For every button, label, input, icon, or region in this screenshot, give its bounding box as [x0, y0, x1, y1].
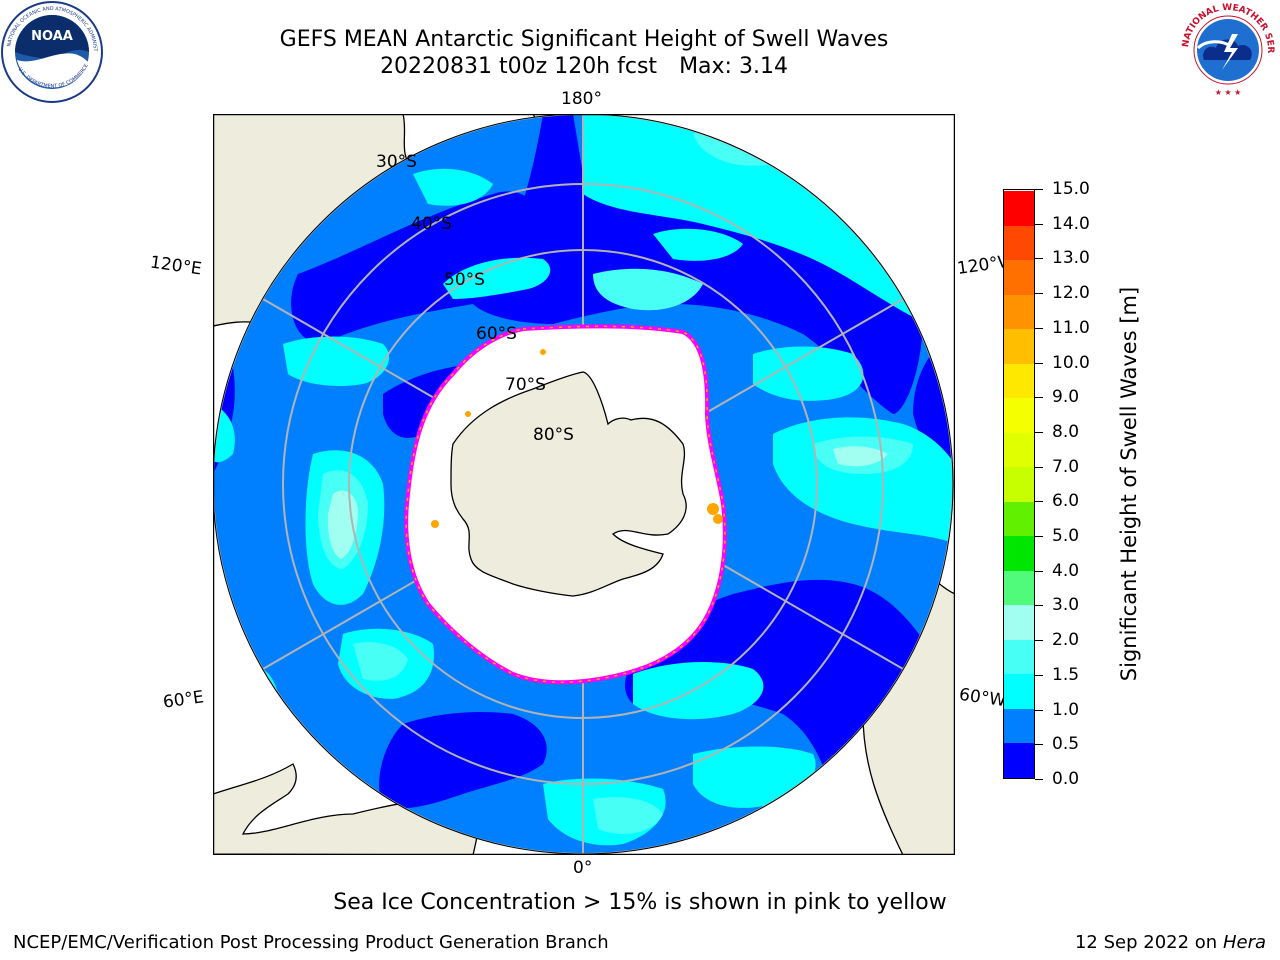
lat-label-60s: 60°S — [476, 324, 517, 344]
colorbar-tick-label: 4.0 — [1052, 560, 1080, 581]
colorbar-bin — [1004, 639, 1034, 675]
colorbar-tick-label: 10.0 — [1052, 352, 1090, 373]
colorbar-tick-label: 3.0 — [1052, 595, 1080, 616]
credit-line: NCEP/EMC/Verification Post Processing Pr… — [13, 932, 609, 953]
colorbar-tick — [1035, 189, 1043, 190]
colorbar-bin — [1004, 397, 1034, 433]
colorbar-tick — [1035, 397, 1043, 399]
colorbar-tick — [1035, 605, 1043, 607]
colorbar-tick — [1035, 293, 1043, 295]
lon-label-120e: 120°E — [148, 252, 203, 280]
noaa-logo: NOAA NATIONAL OCEANIC AND ATMOSPHERIC AD… — [0, 0, 104, 104]
colorbar-tick-label: 13.0 — [1052, 248, 1090, 269]
colorbar-title: Significant Height of Swell Waves [m] — [1117, 286, 1141, 682]
colorbar-tick — [1035, 779, 1043, 780]
colorbar-tick — [1035, 744, 1043, 746]
colorbar-bin — [1004, 294, 1034, 330]
colorbar-tick-label: 11.0 — [1052, 317, 1090, 338]
colorbar-tick — [1035, 431, 1043, 433]
machine-name: Hera — [1222, 932, 1266, 953]
colorbar-tick-label: 1.5 — [1052, 664, 1080, 685]
colorbar-tick — [1035, 223, 1043, 225]
colorbar-tick-label: 5.0 — [1052, 526, 1080, 547]
chart-subtitle: 20220831 t00z 120h fcst Max: 3.14 — [200, 54, 968, 79]
colorbar-tick — [1035, 674, 1043, 676]
run-info: 20220831 t00z 120h fcst — [380, 54, 658, 79]
colorbar-bin — [1004, 259, 1034, 295]
colorbar-bin — [1004, 708, 1034, 744]
colorbar-tick — [1035, 258, 1043, 260]
colorbar-tick-label: 1.0 — [1052, 699, 1080, 720]
colorbar-bin — [1004, 432, 1034, 468]
lon-label-180: 180° — [561, 89, 602, 109]
lon-label-60w: 60°W — [957, 684, 1008, 712]
colorbar — [1003, 189, 1035, 779]
colorbar-tick — [1035, 536, 1043, 538]
lat-label-30s: 30°S — [376, 152, 417, 172]
colorbar-bin — [1004, 501, 1034, 537]
svg-text:★ ★ ★: ★ ★ ★ — [1215, 88, 1242, 97]
colorbar-tick-label: 7.0 — [1052, 456, 1080, 477]
colorbar-tick-label: 6.0 — [1052, 491, 1080, 512]
colorbar-bin — [1004, 466, 1034, 502]
lon-label-0: 0° — [573, 858, 593, 878]
colorbar-tick — [1035, 501, 1043, 503]
colorbar-bin — [1004, 535, 1034, 571]
colorbar-bin — [1004, 570, 1034, 606]
chart-title: GEFS MEAN Antarctic Significant Height o… — [279, 27, 889, 52]
colorbar-tick — [1035, 466, 1043, 468]
sea-ice-note: Sea Ice Concentration > 15% is shown in … — [333, 890, 947, 915]
lat-label-80s: 80°S — [533, 425, 574, 445]
max-value: Max: 3.14 — [679, 54, 788, 79]
colorbar-tick — [1035, 709, 1043, 711]
nws-logo: NATIONAL WEATHER SERVICE ★ ★ ★ — [1173, 0, 1280, 104]
colorbar-bin — [1004, 328, 1034, 364]
noaa-logo-text: NOAA — [31, 29, 73, 44]
colorbar-tick-label: 9.0 — [1052, 387, 1080, 408]
colorbar-tick-label: 15.0 — [1052, 179, 1090, 199]
colorbar-tick-label: 0.0 — [1052, 769, 1080, 789]
colorbar-bin — [1004, 363, 1034, 399]
colorbar-bin — [1004, 673, 1034, 709]
colorbar-tick-label: 2.0 — [1052, 630, 1080, 651]
colorbar-tick — [1035, 327, 1043, 329]
colorbar-tick-label: 12.0 — [1052, 283, 1090, 304]
colorbar-tick — [1035, 570, 1043, 572]
colorbar-bin — [1004, 225, 1034, 261]
lat-label-70s: 70°S — [505, 375, 546, 395]
colorbar-bin — [1004, 190, 1034, 226]
colorbar-tick — [1035, 362, 1043, 364]
colorbar-bin — [1004, 742, 1034, 778]
colorbar-tick — [1035, 640, 1043, 642]
generation-date: 12 Sep 2022 on Hera — [1074, 932, 1266, 953]
colorbar-tick-label: 8.0 — [1052, 421, 1080, 442]
antarctica — [450, 371, 687, 597]
lat-label-50s: 50°S — [444, 270, 485, 290]
colorbar-tick-label: 0.5 — [1052, 734, 1080, 755]
colorbar-bin — [1004, 604, 1034, 640]
colorbar-tick-label: 14.0 — [1052, 213, 1090, 234]
swell-height-map — [213, 114, 955, 855]
lat-label-40s: 40°S — [411, 214, 452, 234]
lon-label-60e: 60°E — [161, 687, 206, 713]
